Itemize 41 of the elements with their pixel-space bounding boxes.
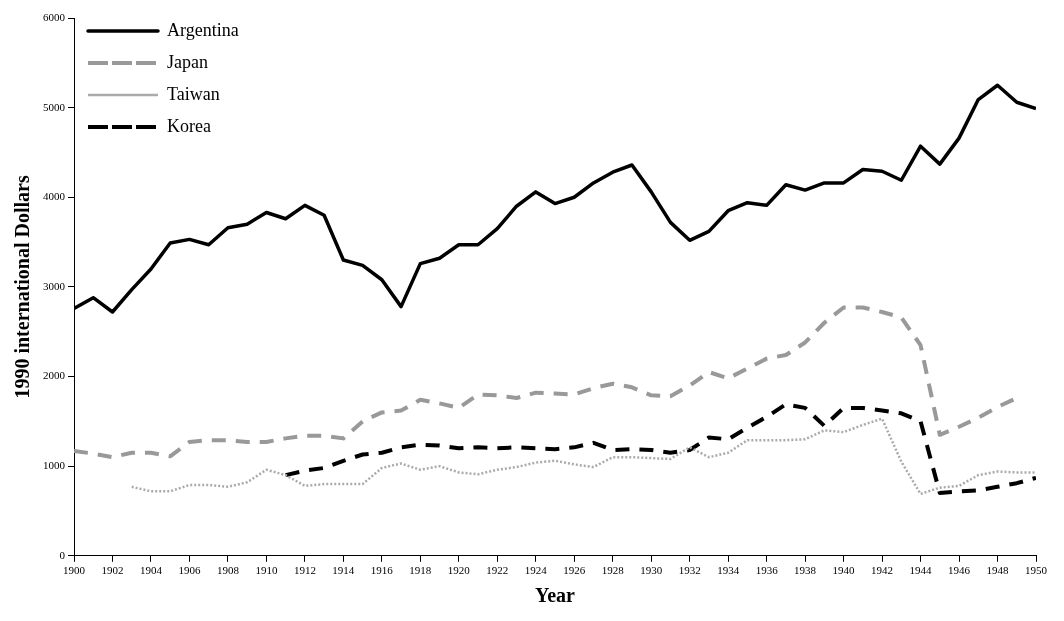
x-tick-label: 1916	[370, 564, 394, 577]
y-tick-label: 2000	[43, 369, 66, 382]
y-tick-label: 6000	[43, 10, 66, 23]
x-tick-label: 1924	[524, 564, 548, 577]
x-tick-label: 1928	[601, 564, 625, 577]
y-tick-label: 0	[59, 548, 66, 561]
x-tick-label: 1920	[447, 564, 471, 577]
y-tick-label: 4000	[43, 190, 66, 203]
y-tick-label: 5000	[43, 100, 66, 113]
x-tick-label: 1900	[63, 564, 86, 577]
line-series	[283, 402, 1036, 496]
x-tick-label: 1936	[755, 564, 779, 577]
x-tick-label: 1902	[101, 564, 124, 577]
x-tick-label: 1934	[717, 564, 740, 577]
x-tick-label: 1912	[293, 564, 316, 577]
x-tick-label: 1946	[948, 564, 971, 577]
x-tick-label: 1906	[178, 564, 201, 577]
y-tick-label: 3000	[43, 279, 66, 292]
y-axis-title: 1990 international Dollars	[11, 175, 34, 399]
legend-label: Korea	[167, 115, 211, 136]
x-tick-label: 1942	[871, 564, 894, 577]
line-series	[130, 417, 1036, 496]
x-tick-label: 1908	[216, 564, 240, 577]
x-tick-label: 1944	[909, 564, 933, 577]
x-axis-title: Year	[535, 584, 576, 607]
legend-label: Argentina	[167, 19, 239, 40]
x-tick-label: 1918	[409, 564, 432, 577]
x-tick-label: 1910	[255, 564, 278, 577]
x-tick-label: 1932	[678, 564, 701, 577]
x-tick-label: 1938	[794, 564, 817, 577]
y-tick-label: 1000	[43, 459, 66, 472]
legend-label: Japan	[167, 51, 208, 72]
x-tick-label: 1922	[486, 564, 509, 577]
x-tick-label: 1904	[139, 564, 163, 577]
x-tick-label: 1930	[640, 564, 663, 577]
x-tick-label: 1948	[986, 564, 1010, 577]
x-tick-label: 1940	[832, 564, 856, 577]
x-tick-label: 1926	[563, 564, 586, 577]
x-tick-label: 1950	[1025, 564, 1048, 577]
x-tick-label: 1914	[332, 564, 355, 577]
legend-label: Taiwan	[167, 83, 220, 104]
